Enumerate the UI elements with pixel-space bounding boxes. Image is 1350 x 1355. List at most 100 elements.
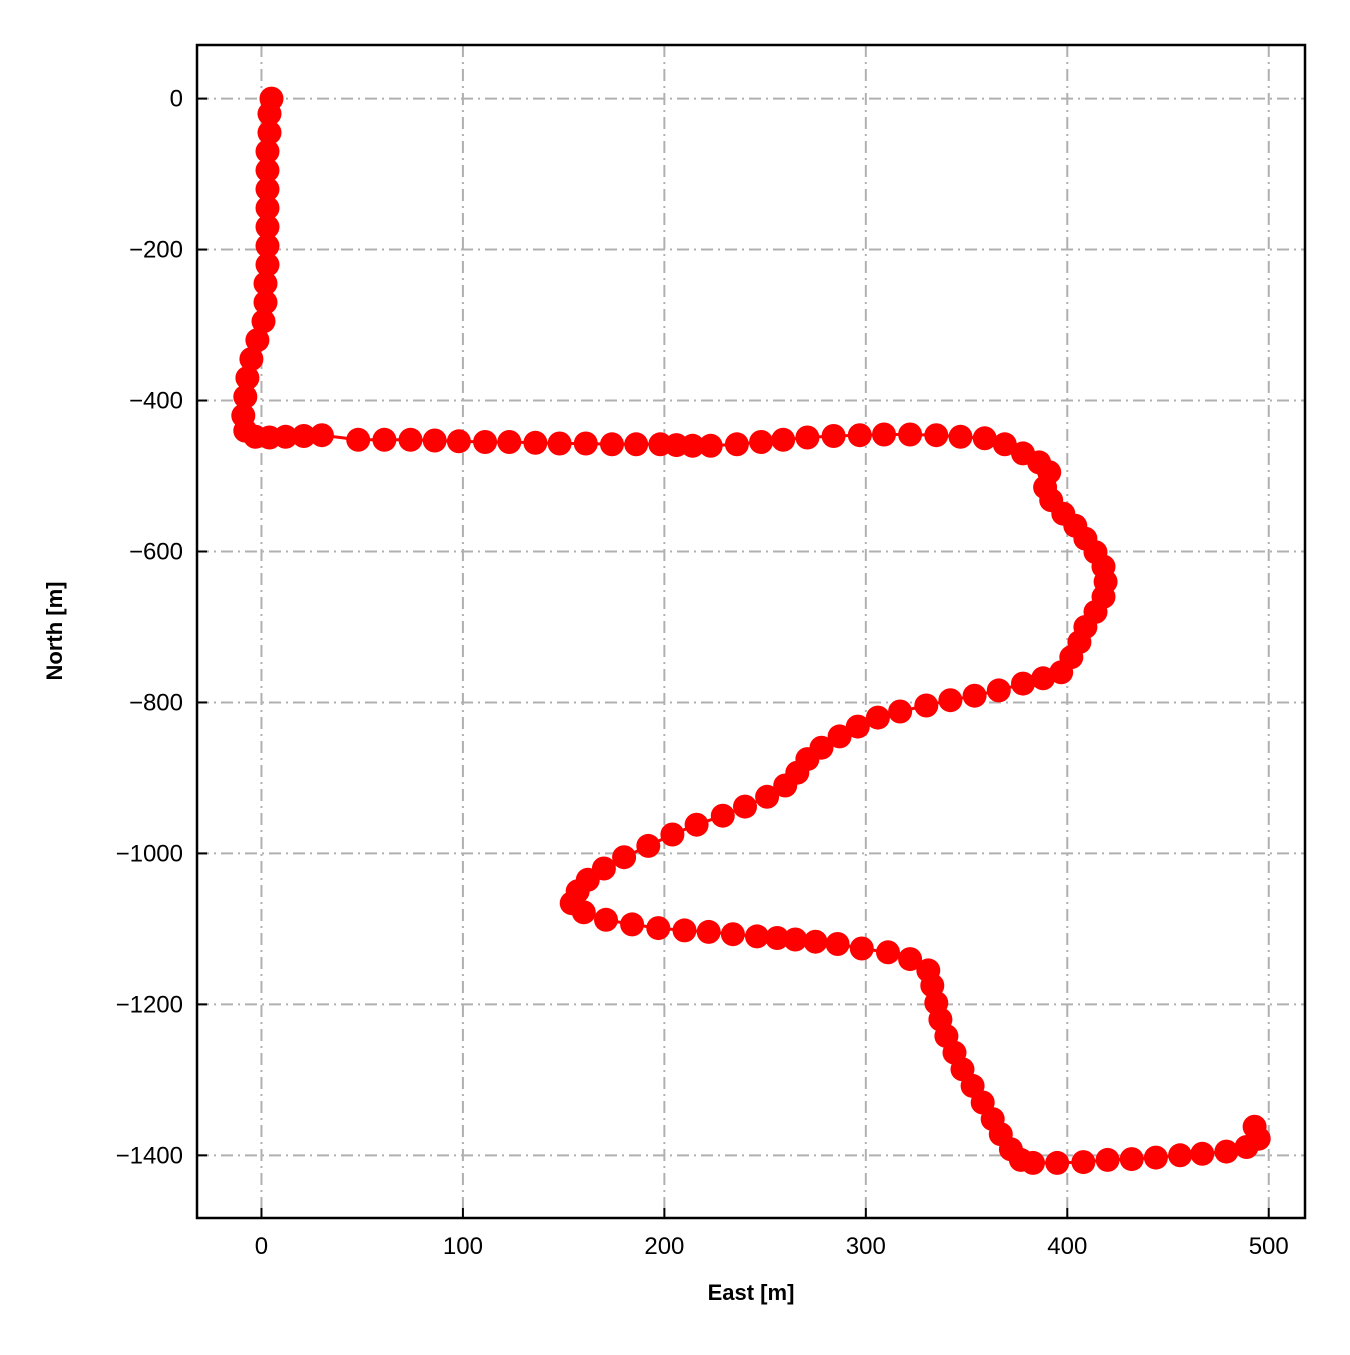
trajectory-point [1045,1150,1070,1175]
trajectory-point [346,427,371,452]
trajectory-point [898,422,923,447]
trajectory-point [783,927,808,952]
trajectory-point [745,924,769,949]
trajectory-point [924,423,949,448]
trajectory-point [1011,671,1035,696]
trajectory-point [865,705,890,730]
trajectory-point [795,425,820,450]
y-tick-label: −1200 [116,991,183,1018]
trajectory-point [233,384,258,409]
x-tick-label: 400 [1047,1233,1087,1260]
y-tick-label: 0 [170,86,183,113]
trajectory-point [1095,1147,1120,1172]
trajectory-point [594,907,618,932]
trajectory-point [398,427,423,452]
trajectory-point [898,947,923,972]
trajectory-point [245,328,270,353]
trajectory-point [612,845,637,870]
trajectory-point [755,784,780,809]
trajectory-point [257,101,282,126]
trajectory-point [636,833,661,858]
x-tick-label: 100 [443,1233,483,1260]
x-tick-label: 200 [644,1233,684,1260]
trajectory-point [251,309,276,334]
trajectory-point [255,233,280,258]
trajectory-point [255,139,280,164]
y-tick-label: −200 [129,237,183,264]
trajectory-point [473,430,498,454]
trajectory-point [872,422,896,447]
trajectory-point [660,822,685,847]
trajectory-point [672,918,697,943]
axis-ticks: 0 100 200 300 400 500 0 −200 −400 −600 −800 −1000 −1… [116,86,1289,1260]
trajectory-point [684,812,709,837]
trajectory-point [1168,1143,1193,1168]
trajectory-point [372,427,397,452]
trajectory-point [646,916,671,941]
trajectory-point [1190,1141,1215,1166]
y-tick-label: −400 [129,388,183,415]
x-tick-label: 0 [255,1233,268,1260]
trajectory-point [733,794,757,819]
trajectory-point [255,158,280,183]
trajectory-point [1031,666,1056,691]
trajectory-point [497,430,522,454]
trajectory-point [825,932,850,956]
trajectory-point [696,919,721,944]
trajectory-line [241,98,1261,1165]
trajectory-point [888,699,913,724]
trajectory-point [720,922,745,947]
trajectory-point [253,271,278,296]
trajectory-point [986,678,1011,703]
trajectory-point [914,693,939,718]
trajectory-point [1119,1147,1144,1172]
trajectory-point [1242,1114,1267,1139]
trajectory-point [1049,660,1074,685]
trajectory-point [1143,1145,1168,1170]
trajectory-point [547,431,572,456]
trajectory-point [992,432,1017,457]
trajectory-point [827,724,852,749]
y-tick-label: −800 [129,689,183,716]
trajectory-point [255,196,280,220]
trajectory-series [231,86,1271,1175]
trajectory-point [291,424,316,448]
trajectory-point [938,688,963,713]
trajectory-point [422,428,447,453]
trajectory-point [849,936,874,961]
trajectory-point [847,423,872,448]
trajectory-point [845,714,870,739]
trajectory-point [624,432,649,457]
trajectory-point [773,773,798,798]
trajectory-point [273,424,298,449]
trajectory-point [1021,1150,1045,1175]
trajectory-point [239,347,264,371]
y-tick-label: −600 [129,538,183,565]
trajectory-point [962,683,987,708]
trajectory-point [1071,1150,1096,1175]
trajectory-point [620,912,645,937]
trajectory-point [803,929,828,954]
trajectory-point [771,427,796,452]
trajectory-point [876,940,900,965]
trajectory-point [255,177,280,202]
trajectory-point [446,429,471,454]
trajectory-point [821,424,846,448]
y-tick-label: −1400 [116,1142,183,1169]
trajectory-point [698,433,723,458]
trajectory-point [972,426,997,451]
trajectory-point [309,423,334,448]
trajectory-point [255,214,280,239]
trajectory-point [600,432,624,457]
y-tick-label: −1000 [116,840,183,867]
x-tick-label: 500 [1249,1233,1289,1260]
trajectory-point [523,430,548,455]
x-axis-label: East [m] [708,1280,795,1305]
trajectory-point [571,900,596,925]
trajectory-point [948,424,973,449]
trajectory-point [710,803,735,828]
trajectory-point [724,432,749,457]
plot-frame [195,43,1307,1220]
